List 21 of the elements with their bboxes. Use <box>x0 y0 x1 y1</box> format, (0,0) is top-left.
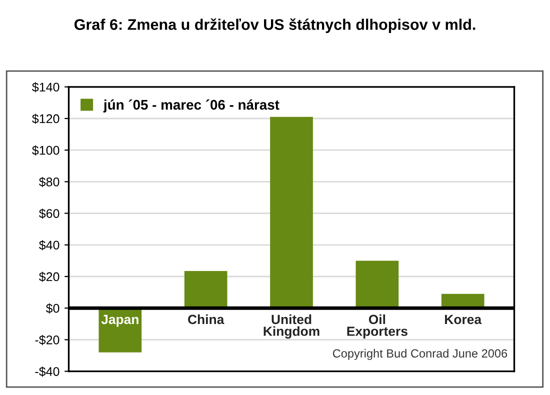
y-tick-label: $20 <box>39 272 60 282</box>
x-tick-label: United Kingdom <box>264 314 320 339</box>
y-tick-label: $0 <box>46 303 60 314</box>
bar <box>356 260 399 308</box>
bar <box>184 270 228 308</box>
annotation: Copyright Bud Conrad June 2006 <box>332 348 508 360</box>
y-tick-label: $100 <box>32 145 60 156</box>
y-tick-label: $120 <box>32 114 60 124</box>
y-tick-label: $40 <box>39 240 60 250</box>
x-tick-label: Korea <box>445 314 482 324</box>
bar <box>270 116 313 308</box>
y-tick-label: $140 <box>32 82 60 92</box>
x-tick-label: Japan <box>101 314 138 327</box>
y-tick-label: -$20 <box>35 334 60 346</box>
x-tick-label: China <box>188 314 224 324</box>
chart-title: Graf 6: Zmena u držiteľov US štátnych dlhopisov v mld. <box>74 18 476 33</box>
x-tick-label: Oil Exporters <box>347 314 408 339</box>
legend-label: jún ´05 - marec ´06 - nárast <box>103 99 280 112</box>
y-tick-label: -$40 <box>35 366 60 377</box>
y-tick-label: $60 <box>39 208 60 219</box>
y-tick-label: $80 <box>39 176 60 188</box>
